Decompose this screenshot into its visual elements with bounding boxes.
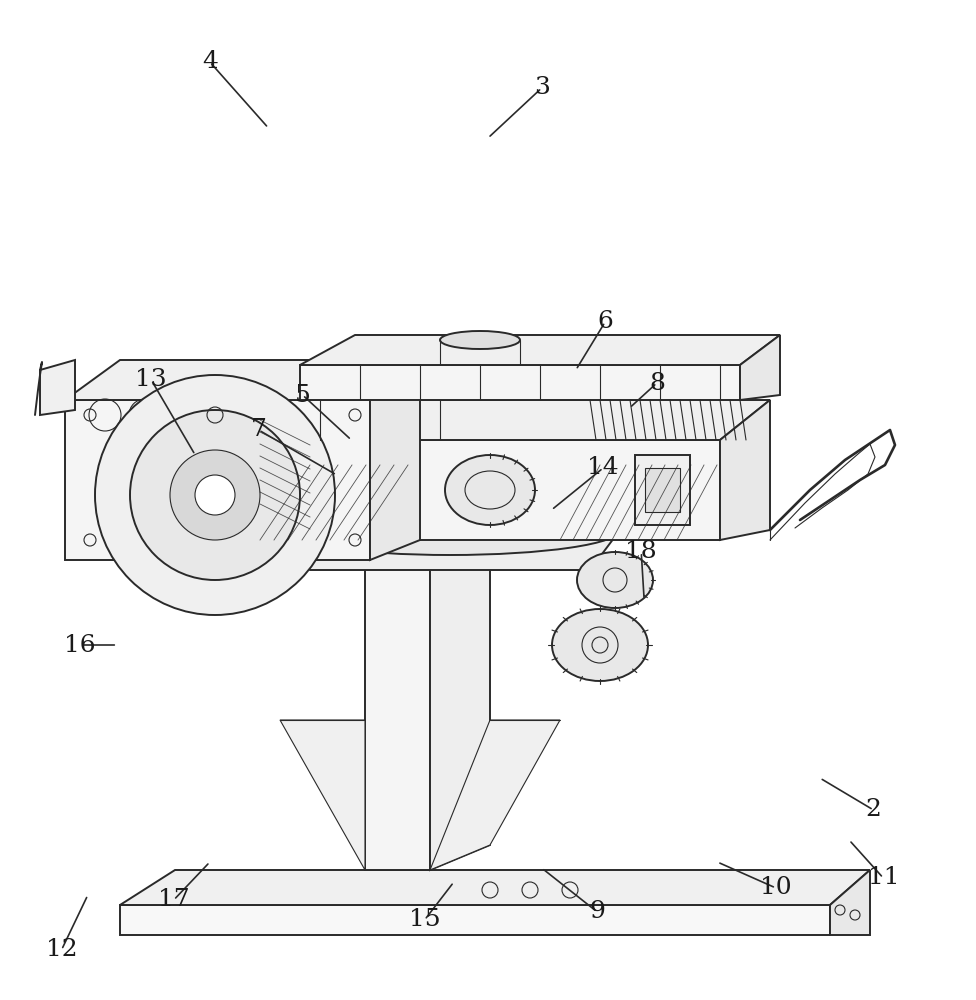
Ellipse shape: [577, 552, 653, 608]
Text: 6: 6: [597, 310, 613, 334]
Polygon shape: [120, 905, 830, 935]
Polygon shape: [120, 870, 870, 905]
Polygon shape: [360, 475, 410, 540]
Text: 15: 15: [409, 908, 440, 932]
Polygon shape: [720, 400, 770, 540]
Text: 9: 9: [590, 900, 605, 924]
Polygon shape: [255, 400, 770, 440]
Text: 10: 10: [760, 876, 792, 900]
Text: 8: 8: [649, 371, 665, 394]
Polygon shape: [645, 468, 680, 512]
Text: 17: 17: [158, 888, 189, 912]
Circle shape: [95, 375, 335, 615]
Polygon shape: [300, 335, 780, 365]
Polygon shape: [430, 500, 490, 870]
Text: 14: 14: [588, 456, 619, 480]
Polygon shape: [635, 455, 690, 525]
Polygon shape: [280, 530, 620, 570]
Text: 3: 3: [534, 77, 549, 100]
Polygon shape: [740, 335, 780, 400]
Text: 11: 11: [868, 866, 899, 890]
Polygon shape: [65, 400, 370, 560]
Polygon shape: [40, 360, 75, 415]
Circle shape: [130, 410, 300, 580]
Ellipse shape: [552, 609, 648, 681]
Ellipse shape: [440, 331, 520, 349]
Polygon shape: [830, 870, 870, 935]
Polygon shape: [280, 720, 365, 870]
Ellipse shape: [280, 505, 620, 555]
Polygon shape: [430, 720, 560, 870]
Circle shape: [195, 475, 235, 515]
Text: 7: 7: [251, 418, 266, 442]
Polygon shape: [370, 360, 420, 560]
Text: 13: 13: [136, 368, 167, 391]
Circle shape: [170, 450, 260, 540]
Polygon shape: [300, 365, 740, 400]
Ellipse shape: [445, 455, 535, 525]
Text: 4: 4: [202, 50, 218, 74]
Polygon shape: [255, 440, 720, 540]
Text: 18: 18: [626, 540, 657, 564]
Text: 5: 5: [295, 383, 310, 406]
Polygon shape: [65, 360, 420, 400]
Text: 16: 16: [64, 634, 96, 656]
Polygon shape: [365, 530, 430, 870]
Text: 2: 2: [866, 798, 881, 822]
Polygon shape: [365, 500, 490, 530]
Text: 12: 12: [46, 938, 77, 962]
